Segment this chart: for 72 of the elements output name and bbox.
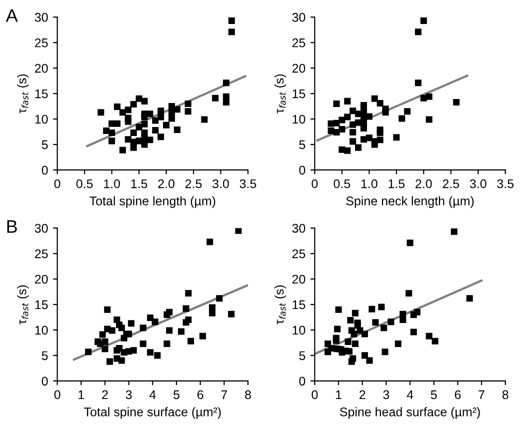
y-tick-label: 15 [292, 300, 306, 310]
x-tick-label: 0.5 [334, 179, 350, 188]
x-tick-label: 5 [430, 390, 437, 400]
x-tick-label: 8 [502, 390, 508, 400]
y-tick-label: 15 [35, 89, 48, 98]
y-tick-label: 15 [35, 300, 48, 310]
x-tick-label: 0.5 [76, 179, 93, 188]
x-tick-label: 1.5 [131, 179, 148, 188]
x-axis-title: Total spine surface (µm²) [84, 407, 221, 419]
y-tick-label: 15 [292, 89, 306, 98]
y-tick-label: 5 [42, 351, 48, 360]
y-tick-label: 20 [35, 64, 48, 73]
x-tick-label: 3.5 [497, 179, 514, 188]
y-tick-label: 30 [34, 12, 48, 22]
y-tick-label: 25 [292, 249, 306, 258]
y-axis-title: τ$_{fast}$ (s) [274, 74, 286, 114]
x-tick-label: 3 [126, 390, 132, 400]
y-tick-label: 20 [292, 64, 306, 73]
y-tick-label: 10 [292, 326, 306, 335]
x-tick-label: 2.0 [416, 179, 432, 188]
x-tick-label: 2.5 [442, 179, 460, 188]
y-axis-title: τ$_{fast}$ (s) [17, 74, 29, 114]
x-tick-label: 6 [197, 390, 204, 400]
y-tick-label: 20 [292, 274, 306, 284]
x-tick-label: 2 [102, 390, 108, 400]
x-tick-label: 1 [78, 390, 84, 400]
x-tick-label: 3.5 [240, 179, 256, 188]
x-tick-label: 3 [383, 390, 390, 400]
y-tick-label: 5 [299, 140, 306, 150]
x-tick-label: 0 [312, 179, 318, 188]
x-tick-label: 1.0 [104, 179, 120, 188]
x-tick-label: 1 [336, 390, 342, 400]
x-tick-label: 3.0 [212, 179, 229, 188]
x-tick-label: 4 [149, 390, 156, 400]
y-tick-label: 25 [35, 38, 48, 48]
x-tick-label: 0 [312, 390, 318, 400]
y-tick-label: 30 [34, 224, 48, 233]
y-tick-label: 0 [299, 376, 306, 386]
x-tick-label: 4 [406, 390, 414, 400]
y-tick-label: 10 [35, 326, 48, 335]
y-tick-label: 0 [42, 166, 48, 175]
x-tick-label: 2.5 [185, 179, 202, 188]
y-tick-label: 5 [42, 140, 48, 150]
x-tick-label: 1.0 [361, 179, 378, 188]
x-tick-label: 2.0 [158, 179, 174, 188]
x-axis-title: Total spine length (µm) [90, 196, 216, 208]
x-tick-label: 5 [174, 390, 180, 400]
y-tick-label: 5 [299, 351, 306, 360]
y-tick-label: 0 [42, 376, 48, 386]
x-tick-label: 0 [54, 390, 60, 400]
y-axis-title: τ$_{fast}$ (s) [274, 285, 286, 324]
y-tick-label: 25 [35, 249, 48, 258]
y-tick-label: 25 [292, 38, 306, 48]
y-tick-label: 10 [35, 114, 48, 124]
y-axis-title: τ$_{fast}$ (s) [17, 285, 29, 324]
x-tick-label: 7 [478, 390, 484, 400]
x-tick-label: 7 [221, 390, 227, 400]
x-tick-label: 0 [54, 179, 60, 188]
text: A [6, 9, 18, 22]
x-tick-label: 3.0 [470, 179, 486, 188]
x-tick-label: 6 [454, 390, 461, 400]
x-axis-title: Spine neck length (µm) [346, 196, 474, 208]
x-axis-title: Spine head surface (µm²) [340, 407, 480, 419]
x-tick-label: 2 [360, 390, 366, 400]
y-tick-label: 10 [292, 114, 306, 124]
y-tick-label: 20 [35, 274, 48, 284]
y-tick-label: 30 [292, 224, 306, 233]
x-tick-label: 8 [245, 390, 251, 400]
x-tick-label: 1.5 [388, 179, 405, 188]
text: B [7, 220, 17, 233]
y-tick-label: 0 [299, 166, 306, 175]
y-tick-label: 30 [292, 12, 306, 22]
